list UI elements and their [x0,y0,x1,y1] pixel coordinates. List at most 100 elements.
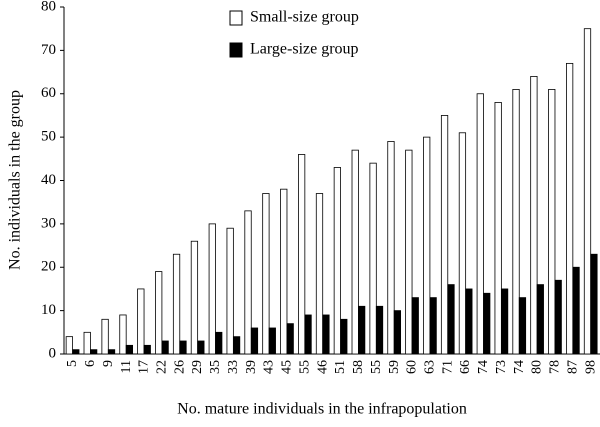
bar [530,76,538,355]
bar [125,344,134,355]
x-tick-label: 26 [172,360,187,374]
bar [298,154,306,355]
bar [500,288,509,355]
x-tick-label: 78 [548,360,563,374]
bar [197,340,205,355]
bar [518,297,527,355]
bar [137,288,145,355]
bar [65,336,73,355]
bar [232,336,241,355]
bar [483,292,491,355]
bar [250,327,259,355]
bar [375,305,384,355]
bar [190,240,199,355]
y-tick-label: 10 [41,302,56,318]
bar [440,115,449,355]
bar [286,323,294,355]
x-tick-label: 87 [565,360,580,374]
y-tick-label: 50 [41,129,56,145]
bar [411,297,419,355]
bar [583,28,592,355]
legend-label: Small-size group [250,9,359,26]
x-tick-label: 39 [244,360,259,374]
x-tick-label: 66 [458,360,473,374]
y-tick-label: 60 [41,85,56,101]
bar [351,149,359,355]
bar [554,279,562,355]
bar [393,310,402,355]
y-tick-label: 20 [41,259,56,275]
bar [172,253,181,355]
x-axis-label: No. mature individuals in the infrapopul… [177,401,467,418]
bar [333,167,341,355]
y-tick-label: 0 [49,345,57,361]
bar [155,271,163,355]
legend-label: Large-size group [250,41,359,58]
x-tick-label: 35 [208,360,223,374]
x-tick-label: 74 [512,360,527,374]
bar [387,141,395,355]
bar [280,188,288,355]
x-tick-label: 80 [530,360,545,374]
x-tick-label: 60 [405,360,420,374]
bar [494,102,502,355]
x-tick-label: 63 [422,360,437,374]
bar [226,227,234,355]
x-tick-label: 58 [351,360,366,374]
bar [215,331,223,355]
x-tick-label: 51 [333,360,348,374]
bar [405,149,413,355]
x-tick-label: 6 [83,360,98,367]
bar [423,136,431,355]
legend-swatch [229,10,243,26]
bar [268,327,276,355]
x-tick-label: 29 [190,360,205,374]
bar [179,340,187,355]
bar [244,210,252,355]
x-tick-label: 74 [476,360,491,374]
legend-swatch [229,42,243,58]
bar [590,253,598,355]
bar [512,89,520,355]
x-tick-label: 98 [583,360,598,374]
bar [458,132,467,355]
x-tick-label: 55 [297,360,312,374]
bar [315,193,324,355]
bar [262,193,270,355]
bar [536,284,544,355]
bar [119,314,127,355]
bar [107,349,116,355]
x-tick-label: 73 [494,360,509,374]
bar [72,349,80,355]
bar [83,331,91,355]
y-tick-label: 30 [41,215,56,231]
bar [90,349,98,355]
bar [208,223,216,355]
bar [161,340,169,355]
x-tick-label: 71 [440,360,455,374]
bar [101,318,109,355]
bar [429,297,437,355]
bar [143,344,151,355]
bar [548,89,556,355]
bar [572,266,580,355]
x-tick-label: 33 [226,360,241,374]
bar [304,314,312,355]
y-tick-label: 40 [41,172,56,188]
y-axis-label: No. individuals in the group [7,90,24,270]
x-tick-label: 43 [262,360,277,374]
x-tick-label: 46 [315,360,330,374]
bar [465,288,473,355]
bar [476,93,484,355]
bar [358,305,366,355]
y-tick-label: 80 [41,0,56,14]
x-tick-label: 17 [137,360,152,374]
bar [322,314,330,355]
x-tick-label: 55 [369,360,384,374]
x-tick-label: 11 [119,360,134,373]
bar [369,162,377,355]
x-tick-label: 22 [154,360,169,374]
x-tick-label: 9 [101,360,116,367]
y-tick-label: 70 [41,42,56,58]
